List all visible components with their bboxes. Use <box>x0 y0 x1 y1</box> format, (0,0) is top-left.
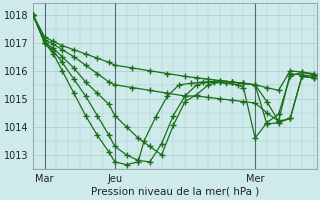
X-axis label: Pression niveau de la mer( hPa ): Pression niveau de la mer( hPa ) <box>91 187 259 197</box>
